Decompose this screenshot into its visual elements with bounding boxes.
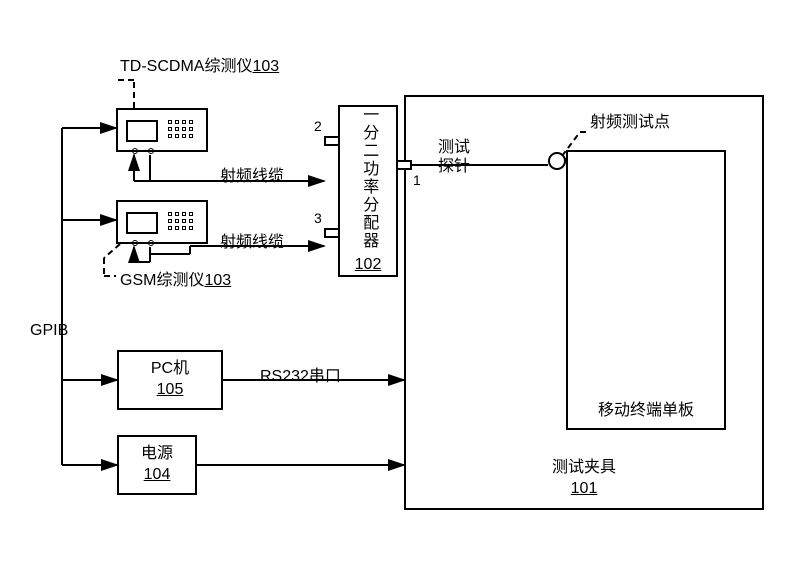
pc-label: PC机 <box>151 359 189 380</box>
pc-box: PC机 105 <box>117 350 223 410</box>
instr-bottom-callout-ref: 103 <box>204 272 231 289</box>
port-2-label: 2 <box>314 118 322 134</box>
splitter-port-3 <box>324 228 340 238</box>
pc-ref: 105 <box>157 380 184 401</box>
serial-label: RS232串口 <box>260 362 341 386</box>
splitter-port-1 <box>396 160 412 170</box>
instr-top-callout: TD-SCDMA综测仪103 <box>120 52 279 76</box>
instrument-top-screen <box>126 120 158 142</box>
power-box: 电源 104 <box>117 435 197 495</box>
probe-text-2: 探针 <box>438 158 470 175</box>
instrument-bottom-keypad <box>168 212 193 230</box>
instrument-bottom-screen <box>126 212 158 234</box>
instr-bottom-callout: GSM综测仪103 <box>120 266 231 290</box>
splitter-label: 一分二功率分配器 <box>357 106 379 250</box>
splitter-ref: 102 <box>355 254 382 276</box>
instr-top-callout-text: TD-SCDMA综测仪 <box>120 58 252 75</box>
fixture-ref: 101 <box>571 480 598 497</box>
instrument-top-keypad <box>168 120 193 138</box>
instr-bottom-port-a <box>132 240 138 246</box>
instr-bottom-port-b <box>148 240 154 246</box>
gpib-label: GPIB <box>30 322 68 340</box>
instrument-top-box <box>116 108 208 152</box>
power-label: 电源 <box>141 444 173 465</box>
terminal-board-box: 移动终端单板 <box>566 150 726 430</box>
instrument-bottom-box <box>116 200 208 244</box>
instr-top-port-a <box>132 148 138 154</box>
rf-test-point-dot <box>564 158 568 162</box>
rf-cable-bottom-label: 射频线缆 <box>220 228 284 252</box>
probe-text-1: 测试 <box>438 139 470 156</box>
rf-cable-top-label: 射频线缆 <box>220 162 284 186</box>
splitter-label-wrap: 一分二功率分配器 102 <box>351 100 386 282</box>
instr-top-callout-ref: 103 <box>252 58 279 75</box>
test-fixture-label: 测试夹具 101 <box>406 458 762 500</box>
instr-top-port-b <box>148 148 154 154</box>
port-1-label: 1 <box>413 172 421 188</box>
port-3-label: 3 <box>314 210 322 226</box>
rf-point-callout: 射频测试点 <box>590 108 670 132</box>
terminal-board-label: 移动终端单板 <box>568 396 724 420</box>
diagram-canvas: 测试夹具 101 移动终端单板 一分二功率分配器 102 1 2 3 <box>0 0 800 578</box>
splitter-port-2 <box>324 136 340 146</box>
power-splitter-box: 一分二功率分配器 102 <box>338 105 398 277</box>
probe-label: 测试 探针 <box>438 138 470 176</box>
instr-bottom-callout-text: GSM综测仪 <box>120 272 204 289</box>
power-ref: 104 <box>144 465 171 486</box>
fixture-name: 测试夹具 <box>552 459 616 476</box>
